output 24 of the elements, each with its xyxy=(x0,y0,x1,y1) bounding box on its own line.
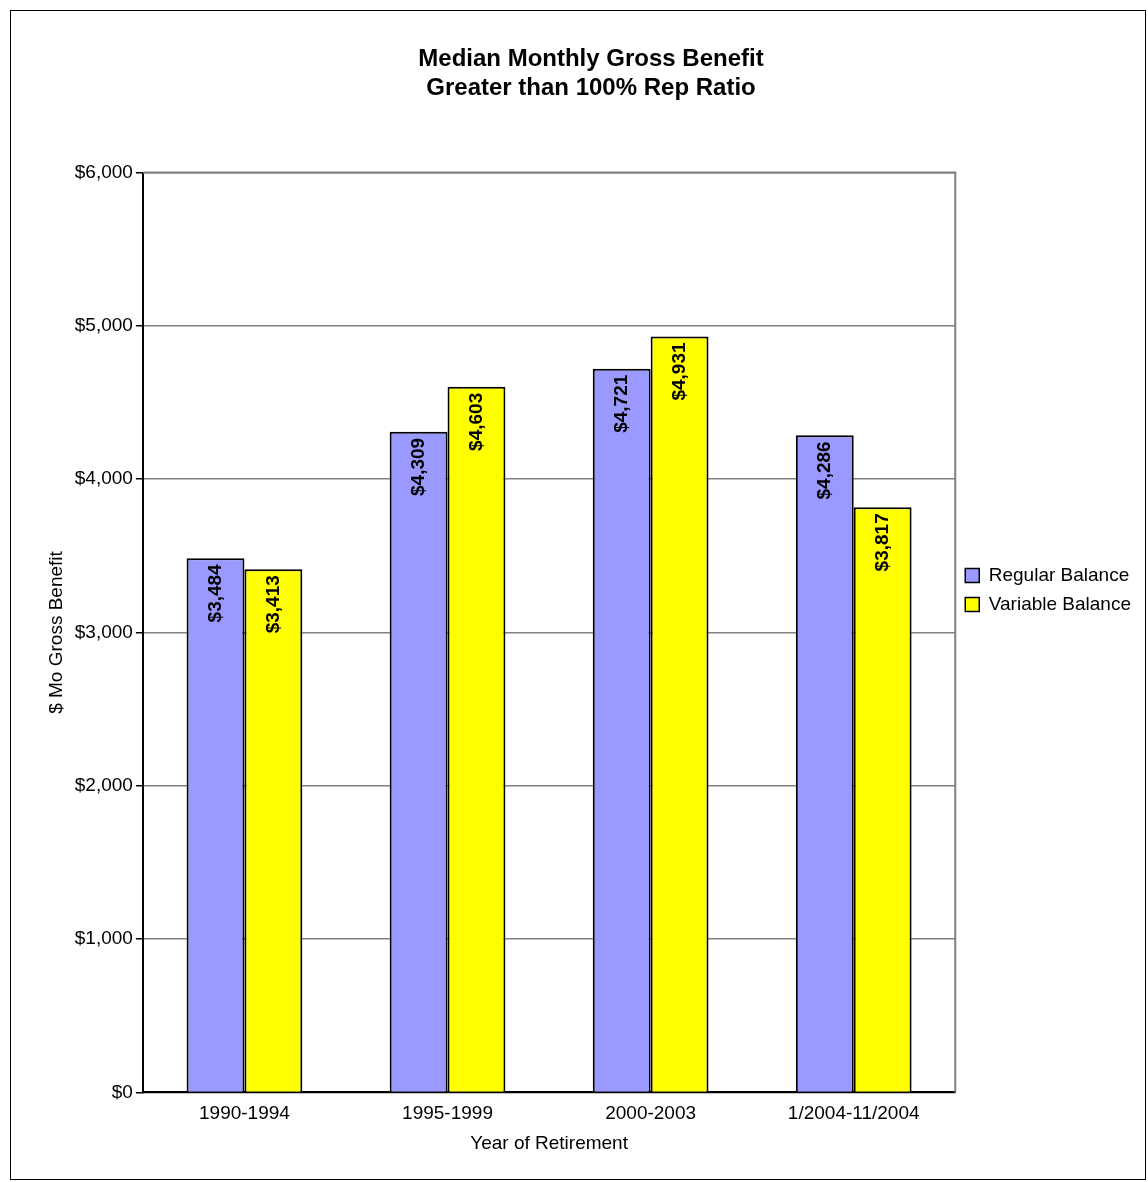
data-label: $4,721 xyxy=(609,374,631,433)
x-tick-label: 1990-1994 xyxy=(199,1102,291,1124)
y-tick-label: $3,000 xyxy=(74,620,133,642)
x-tick-label: 1/2004-11/2004 xyxy=(787,1102,920,1124)
y-tick-label: $1,000 xyxy=(74,927,133,949)
y-axis-title: $ Mo Gross Benefit xyxy=(44,550,66,714)
legend-label: Regular Balance xyxy=(988,563,1130,585)
x-tick-label: 1995-1999 xyxy=(402,1102,493,1124)
y-tick-label: $0 xyxy=(111,1080,133,1102)
data-label: $3,413 xyxy=(261,575,283,634)
data-label: $4,603 xyxy=(464,392,486,451)
data-label: $3,484 xyxy=(203,563,225,623)
data-label: $4,931 xyxy=(667,342,689,401)
chart-title: Median Monthly Gross Benefit Greater than 100% Rep Ratio xyxy=(418,44,764,100)
data-label: $4,309 xyxy=(406,437,428,496)
data-label: $4,286 xyxy=(813,441,835,500)
y-tick-label: $2,000 xyxy=(74,774,133,796)
legend-label: Variable Balance xyxy=(988,592,1132,614)
y-tick-label: $6,000 xyxy=(74,160,133,182)
y-tick-label: $5,000 xyxy=(74,314,133,336)
x-axis-title: Year of Retirement xyxy=(470,1131,629,1153)
x-tick-label: 2000-2003 xyxy=(605,1102,697,1124)
y-tick-label: $4,000 xyxy=(74,467,133,489)
data-label: $3,817 xyxy=(870,513,892,572)
